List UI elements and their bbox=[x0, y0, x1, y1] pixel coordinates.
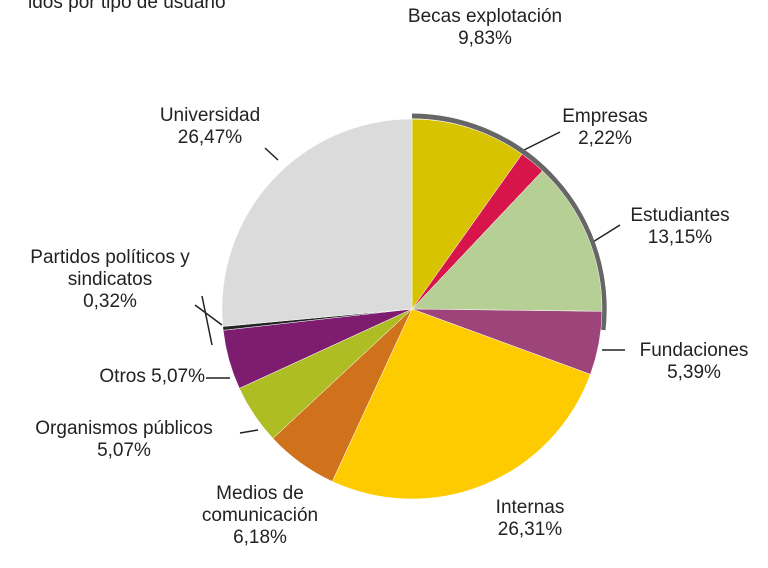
slice-label: Organismos públicos 5,07% bbox=[10, 418, 238, 462]
slice-label: Otros 5,07% bbox=[60, 366, 205, 388]
value-label: 5,07% bbox=[97, 440, 151, 461]
category-label: Fundaciones bbox=[639, 340, 749, 361]
slice-label: Fundaciones 5,39% bbox=[620, 340, 768, 384]
pie bbox=[221, 118, 603, 500]
category-label: Organismos públicos bbox=[35, 418, 213, 439]
slice-label: Medios de comunicación 6,18% bbox=[180, 483, 340, 549]
slice-label: Becas explotación 9,83% bbox=[405, 6, 565, 50]
value-label: 5,07% bbox=[151, 366, 205, 387]
value-label: 0,32% bbox=[83, 291, 137, 312]
value-label: 13,15% bbox=[647, 227, 713, 248]
slice-label: Internas 26,31% bbox=[460, 497, 600, 541]
category-label: Empresas bbox=[562, 106, 648, 127]
chart-title: idos por tipo de usuario bbox=[28, 0, 226, 13]
pie-slice bbox=[411, 118, 523, 310]
slice-label: Partidos políticos y sindicatos 0,32% bbox=[10, 247, 210, 313]
pie-slice bbox=[221, 118, 413, 327]
leader-line bbox=[239, 429, 259, 434]
slice-label: Universidad 26,47% bbox=[130, 105, 290, 149]
category-label: Otros bbox=[99, 366, 146, 387]
category-label: Internas bbox=[495, 497, 565, 518]
value-label: 26,47% bbox=[177, 127, 243, 148]
pie-slice bbox=[331, 308, 591, 500]
value-label: 2,22% bbox=[578, 128, 632, 149]
value-label: 9,83% bbox=[458, 28, 512, 49]
pie-rim bbox=[411, 113, 607, 331]
value-label: 5,39% bbox=[667, 362, 721, 383]
value-label: 26,31% bbox=[497, 519, 563, 540]
category-label: Estudiantes bbox=[630, 205, 730, 226]
leader-lines bbox=[194, 131, 625, 434]
category-label: Partidos políticos y sindicatos bbox=[30, 247, 190, 290]
slice-label: Estudiantes 13,15% bbox=[600, 205, 760, 249]
leader-line bbox=[201, 295, 213, 346]
pie-slice bbox=[411, 170, 603, 312]
category-label: Universidad bbox=[159, 105, 261, 126]
category-label: Becas explotación bbox=[407, 6, 563, 27]
category-label: Medios de comunicación bbox=[201, 483, 319, 526]
slice-label: Empresas 2,22% bbox=[535, 106, 675, 150]
value-label: 6,18% bbox=[233, 527, 287, 548]
leader-line bbox=[194, 304, 223, 326]
leader-line bbox=[519, 131, 561, 153]
leader-line bbox=[264, 147, 279, 161]
